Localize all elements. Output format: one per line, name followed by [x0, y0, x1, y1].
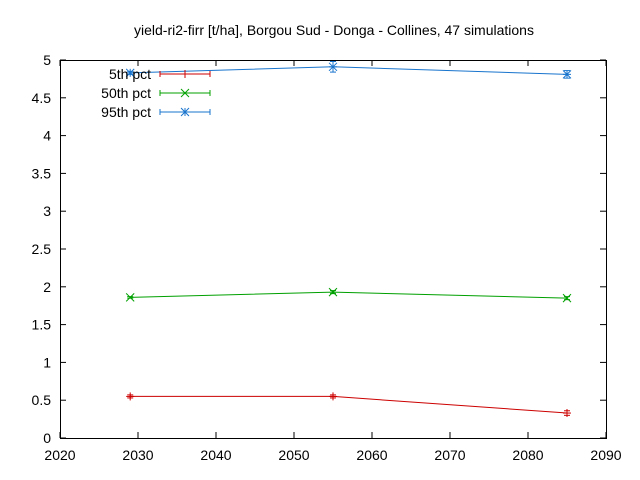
axes: 2020 2030 2040 2050 2060 2070 2080 2090 0 0.5 1 1.5… — [32, 52, 622, 463]
series-0-line — [130, 395, 568, 414]
x-tick-label-6: 2080 — [512, 447, 543, 463]
series-1-point-2 — [562, 293, 572, 303]
y-tick-label-5: 2.5 — [32, 241, 52, 257]
x-tick-label-5: 2070 — [434, 447, 465, 463]
legend-label-1: 50th pct — [101, 85, 151, 101]
series-2 — [125, 61, 572, 79]
legend: 5th pct 50th pct 95th pct — [101, 66, 211, 120]
series-1-point-0 — [125, 293, 135, 302]
legend-marker-0 — [181, 70, 189, 78]
y-tick-label-1: 0.5 — [32, 392, 52, 408]
series-0-point-1 — [329, 392, 337, 401]
series-0 — [126, 392, 571, 418]
y-tick-label-0: 0 — [43, 430, 51, 446]
series-layer — [125, 61, 572, 418]
series-2-point-0 — [125, 68, 135, 78]
y-tick-label-9: 4.5 — [32, 90, 52, 106]
y-tick-label-6: 3 — [43, 203, 51, 219]
y-tick-label-2: 1 — [43, 354, 51, 370]
legend-sample-1 — [159, 88, 211, 98]
y-tick-label-8: 4 — [43, 128, 51, 144]
y-tick-label-3: 1.5 — [32, 317, 52, 333]
series-2-point-1 — [328, 62, 338, 72]
legend-label-0: 5th pct — [109, 66, 151, 82]
series-0-point-2 — [563, 409, 571, 418]
series-2-line — [130, 66, 568, 75]
y-tick-label-7: 3.5 — [32, 165, 52, 181]
y-tick-label-10: 5 — [43, 52, 51, 68]
series-1 — [125, 287, 572, 303]
legend-sample-2 — [159, 107, 211, 117]
x-tick-label-4: 2060 — [356, 447, 387, 463]
legend-label-2: 95th pct — [101, 104, 151, 120]
series-1-line — [130, 291, 568, 299]
x-tick-label-3: 2050 — [278, 447, 309, 463]
chart-title: yield-ri2-firr [t/ha], Borgou Sud - Dong… — [134, 22, 534, 38]
x-tick-label-2: 2040 — [200, 447, 231, 463]
legend-sample-0 — [159, 70, 211, 78]
legend-marker-1 — [180, 88, 190, 98]
x-tick-label-7: 2090 — [590, 447, 621, 463]
series-2-point-2 — [562, 70, 572, 79]
x-tick-label-0: 2020 — [44, 447, 75, 463]
series-1-point-1 — [328, 287, 338, 297]
series-0-point-0 — [126, 392, 135, 401]
x-tick-label-1: 2030 — [122, 447, 153, 463]
y-tick-label-4: 2 — [43, 279, 51, 295]
legend-marker-2 — [180, 107, 190, 117]
